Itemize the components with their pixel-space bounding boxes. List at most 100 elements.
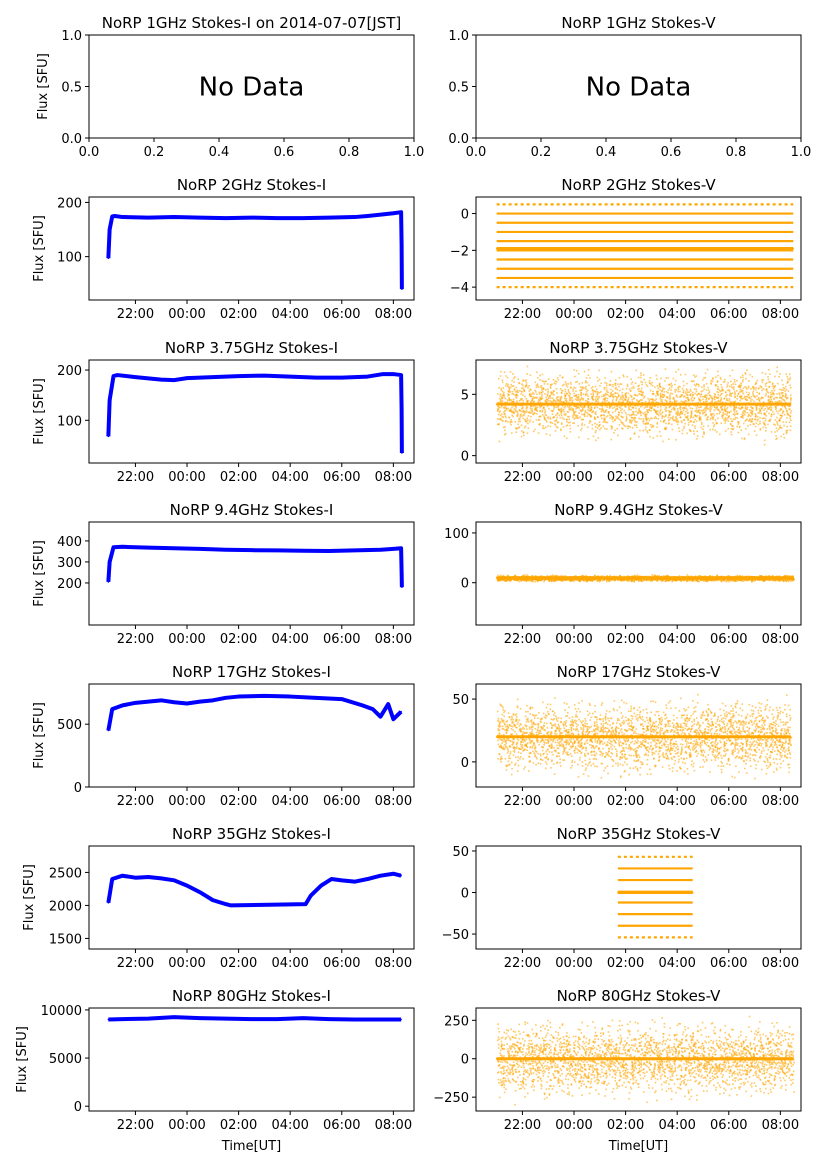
data-point (779, 409, 782, 411)
data-point (539, 374, 541, 377)
data-point (516, 410, 519, 413)
data-point (731, 392, 734, 395)
data-point (528, 411, 531, 414)
data-point (576, 417, 578, 419)
data-point (761, 578, 763, 581)
data-point (751, 412, 754, 415)
data-point (558, 414, 561, 417)
data-point (525, 379, 527, 381)
data-point (717, 388, 720, 391)
plot-area (495, 365, 793, 446)
data-point (564, 390, 567, 393)
data-point (503, 396, 505, 399)
data-point (672, 396, 675, 399)
data-point (584, 394, 587, 397)
data-point (740, 579, 743, 582)
data-point (518, 389, 521, 392)
data-point (639, 406, 642, 408)
plot-area (106, 210, 404, 290)
data-point (702, 428, 704, 430)
data-point (707, 386, 709, 389)
data-point (568, 391, 570, 394)
data-point (641, 394, 644, 397)
data-point (556, 416, 558, 419)
data-point (665, 428, 667, 431)
data-point (636, 426, 638, 429)
data-point (776, 437, 778, 440)
data-point (711, 397, 713, 400)
data-point (643, 407, 646, 409)
data-point (639, 399, 641, 402)
data-point (663, 404, 666, 407)
data-point (583, 580, 585, 582)
data-point (681, 411, 684, 413)
data-point (645, 417, 647, 420)
data-point (641, 399, 643, 401)
data-point (716, 412, 718, 415)
data-point (746, 388, 748, 390)
data-point (777, 412, 779, 415)
data-point (520, 424, 523, 427)
data-point (779, 424, 781, 427)
data-point (553, 399, 556, 402)
data-point (498, 440, 501, 443)
data-point (674, 417, 677, 419)
data-point (575, 416, 578, 418)
data-point (529, 374, 532, 377)
data-point (625, 416, 628, 418)
data-point (709, 575, 711, 577)
data-point (716, 388, 719, 390)
data-point (554, 430, 557, 432)
data-point (499, 418, 502, 421)
data-point (698, 409, 700, 411)
data-point (623, 579, 626, 582)
data-point (751, 420, 754, 423)
data-point (604, 418, 606, 420)
y-tick-label: 0.5 (448, 81, 469, 96)
data-point (699, 395, 702, 398)
data-point (513, 578, 516, 581)
data-point (636, 421, 638, 423)
data-point (758, 393, 760, 395)
data-point (788, 421, 791, 424)
data-point (708, 394, 711, 396)
data-point (736, 417, 739, 419)
data-point (658, 384, 661, 387)
data-point (538, 400, 540, 402)
data-point (762, 397, 764, 399)
data-point (629, 419, 631, 421)
data-point (665, 396, 668, 398)
data-point (675, 415, 677, 418)
data-point (649, 435, 651, 438)
data-point (563, 393, 566, 395)
data-point (669, 398, 671, 401)
data-point (573, 411, 575, 414)
data-point (642, 391, 644, 394)
data-point (512, 410, 515, 412)
data-point (579, 416, 581, 418)
data-point (568, 394, 570, 397)
data-point (785, 388, 788, 391)
data-point (677, 410, 679, 412)
data-point (644, 381, 647, 384)
data-point (779, 579, 782, 582)
data-point (513, 377, 515, 380)
data-point (575, 407, 577, 410)
data-point (644, 415, 647, 417)
data-point (551, 391, 554, 394)
data-point (573, 413, 575, 416)
data-point (660, 377, 662, 380)
data-point (684, 416, 687, 418)
data-point (502, 579, 505, 581)
data-point (693, 374, 695, 376)
data-point (552, 400, 555, 403)
data-point (595, 439, 597, 442)
data-point (776, 401, 778, 403)
data-point (366, 215, 369, 217)
data-point (530, 405, 532, 407)
data-point (753, 400, 755, 403)
data-point (504, 409, 507, 412)
y-tick-label: 0 (461, 208, 469, 223)
data-point (784, 385, 787, 388)
data-point (784, 406, 787, 409)
